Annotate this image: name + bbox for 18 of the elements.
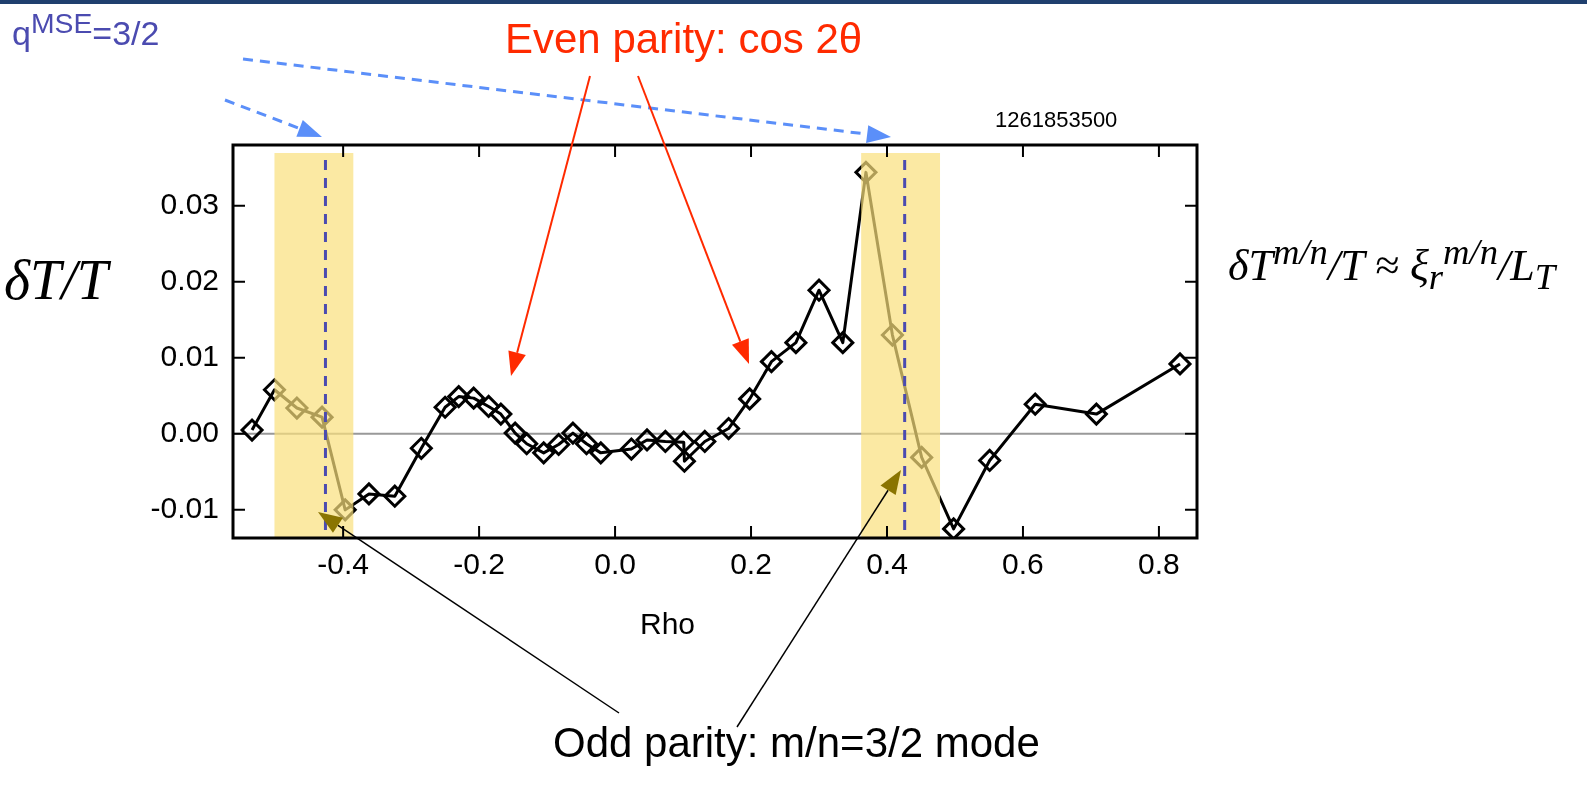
- x-tick-label: 0.2: [730, 547, 772, 581]
- x-tick-label: -0.4: [317, 547, 369, 581]
- y-tick-label: 0.00: [160, 415, 219, 449]
- y-tick-label: 0.01: [160, 339, 219, 373]
- text: 1261853500: [995, 107, 1118, 133]
- x-tick-label: 0.4: [866, 547, 908, 581]
- text: Odd parity: m/n=3/2 mode: [553, 719, 1040, 767]
- text: Even parity: cos 2θ: [505, 15, 863, 63]
- x-tick-label: -0.2: [453, 547, 505, 581]
- text: q$^{MSE}$=3/2: [12, 7, 160, 53]
- y-tick-label: 0.02: [160, 263, 219, 297]
- x-tick-label: 0.6: [1002, 547, 1044, 581]
- y-tick-label: 0.03: [160, 187, 219, 221]
- x-axis-title: Rho: [640, 607, 696, 641]
- text: δT$^{m/n}$/T ≈ ξ$_{r}$$^{m/n}$/L$_{T}$: [1228, 231, 1556, 298]
- y-tick-label: -0.01: [150, 491, 219, 525]
- x-tick-label: 0.8: [1138, 547, 1180, 581]
- x-tick-label: 0.0: [594, 547, 636, 581]
